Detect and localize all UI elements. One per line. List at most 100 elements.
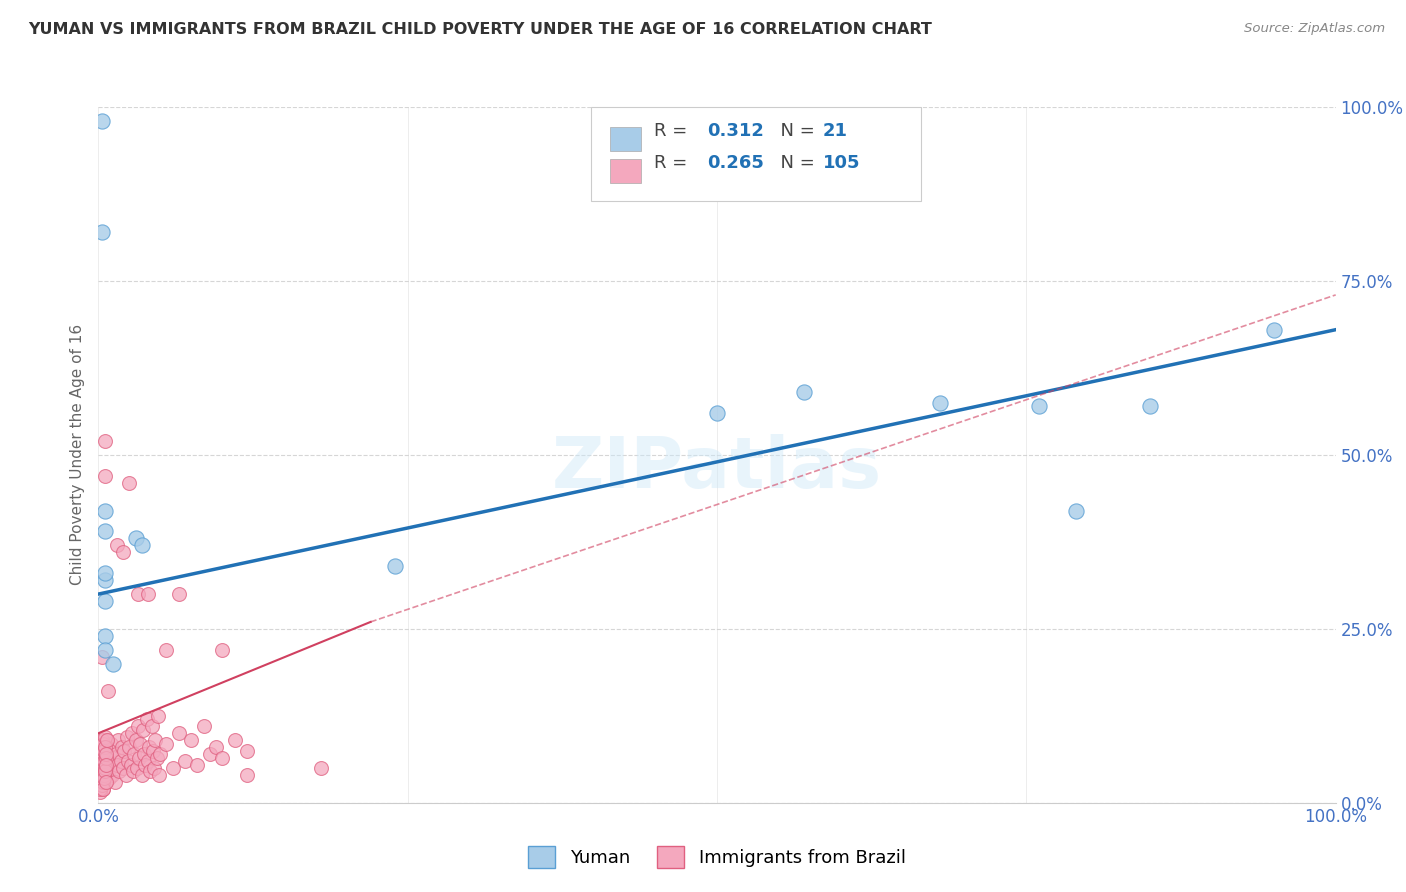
Text: Source: ZipAtlas.com: Source: ZipAtlas.com [1244, 22, 1385, 36]
Point [94, 740, 117, 755]
Point [90, 778, 112, 792]
Point [94, 740, 117, 755]
Point [142, 744, 165, 758]
Point [93, 781, 115, 796]
Point [224, 733, 246, 747]
Point [148, 768, 170, 782]
Point [134, 747, 156, 761]
Point [93, 642, 115, 657]
Point [132, 723, 155, 737]
Point [149, 747, 172, 761]
Point [90, 775, 112, 789]
Text: R =: R = [654, 154, 693, 172]
Point [112, 545, 135, 559]
Point [146, 708, 169, 723]
Point [91, 764, 114, 779]
Point [89, 785, 111, 799]
Point [124, 747, 146, 761]
Point [114, 768, 136, 782]
Point [131, 538, 153, 552]
Point [93, 754, 115, 768]
Point [90, 750, 112, 764]
Point [793, 385, 815, 400]
Point [121, 726, 143, 740]
Point [91, 225, 114, 239]
Point [143, 733, 166, 747]
Point [1064, 503, 1087, 517]
Point [93, 768, 115, 782]
Point [90, 761, 112, 775]
Point [134, 757, 156, 772]
Point [108, 764, 131, 779]
Point [236, 768, 259, 782]
Point [103, 775, 125, 789]
Point [91, 733, 114, 747]
Point [93, 468, 115, 483]
Point [112, 761, 135, 775]
Point [105, 538, 128, 552]
Point [167, 726, 190, 740]
Point [138, 740, 160, 755]
Point [91, 768, 114, 782]
Point [105, 757, 128, 772]
Point [928, 396, 950, 410]
Point [309, 761, 332, 775]
Point [211, 750, 233, 764]
Text: N =: N = [769, 154, 821, 172]
Point [174, 754, 197, 768]
Point [94, 761, 117, 775]
Point [91, 649, 114, 664]
Point [93, 566, 115, 581]
Point [384, 559, 406, 574]
Point [98, 744, 121, 758]
Point [97, 754, 120, 768]
Point [110, 754, 132, 768]
Point [122, 764, 145, 779]
Point [125, 761, 148, 775]
Point [96, 733, 118, 747]
Point [120, 757, 142, 772]
Point [98, 761, 121, 775]
Point [93, 744, 115, 758]
Point [115, 730, 138, 744]
Point [124, 532, 146, 546]
Point [112, 744, 135, 758]
Text: ZIPatlas: ZIPatlas [553, 434, 882, 503]
Point [94, 775, 117, 789]
Point [117, 754, 139, 768]
Legend: Yuman, Immigrants from Brazil: Yuman, Immigrants from Brazil [519, 838, 915, 877]
Point [100, 737, 122, 751]
Point [93, 781, 115, 796]
Point [103, 750, 125, 764]
Point [139, 764, 162, 779]
Point [93, 434, 115, 448]
Point [135, 712, 157, 726]
Point [198, 747, 221, 761]
Point [162, 761, 184, 775]
Text: N =: N = [769, 122, 821, 140]
Point [90, 740, 112, 755]
Point [1263, 323, 1285, 337]
Point [111, 740, 134, 755]
Point [155, 737, 177, 751]
Point [93, 524, 115, 539]
Point [89, 754, 111, 768]
Point [91, 775, 114, 789]
Point [141, 719, 163, 733]
Point [96, 757, 118, 772]
Text: 0.312: 0.312 [707, 122, 763, 140]
Point [90, 772, 112, 786]
Point [93, 594, 115, 608]
Point [101, 768, 124, 782]
Point [89, 778, 111, 792]
Point [104, 747, 127, 761]
Point [89, 781, 111, 796]
Point [124, 733, 146, 747]
Point [94, 750, 117, 764]
Point [97, 772, 120, 786]
Point [93, 730, 115, 744]
Text: 21: 21 [823, 122, 848, 140]
Point [91, 750, 114, 764]
Point [93, 573, 115, 587]
Y-axis label: Child Poverty Under the Age of 16: Child Poverty Under the Age of 16 [69, 325, 84, 585]
